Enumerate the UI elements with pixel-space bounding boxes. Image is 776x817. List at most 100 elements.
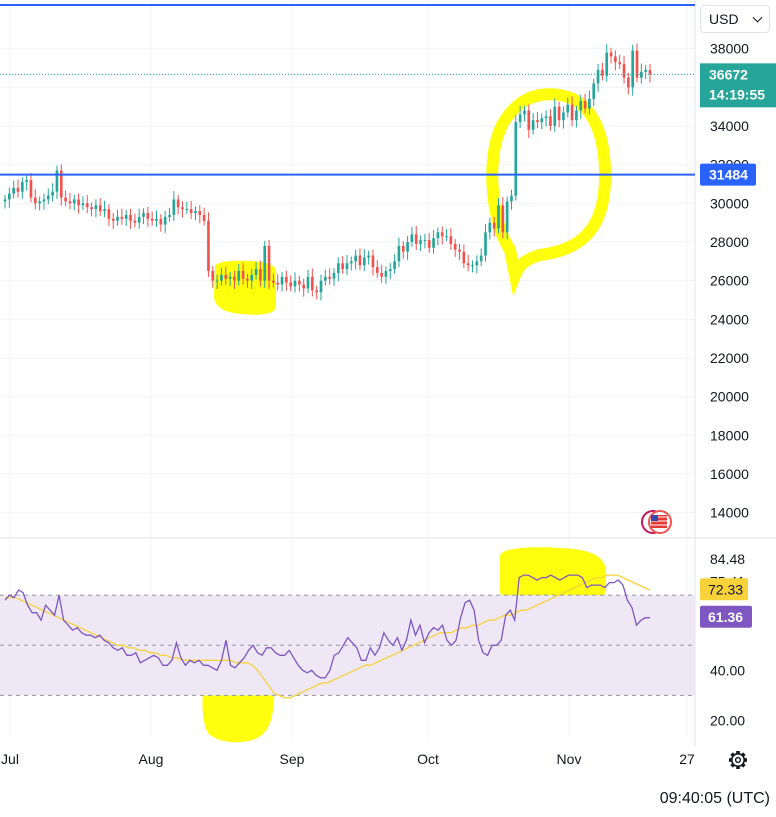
rsi-tick-label: 40.00 [710, 662, 745, 678]
status-time: 09:40:05 (UTC) [659, 790, 770, 807]
candle-body [315, 290, 319, 293]
candle-body [423, 240, 427, 242]
candle-body [540, 118, 544, 123]
candle-body [341, 263, 344, 270]
candle-body [33, 197, 37, 204]
candle-body [306, 276, 310, 289]
candle-body [462, 251, 466, 264]
rsi-ma-badge [700, 578, 748, 601]
candle-body [471, 265, 474, 267]
candle-body [583, 100, 587, 109]
level-badge [700, 163, 756, 186]
candle-body [622, 64, 626, 78]
candle-body [475, 261, 479, 266]
candle-body [479, 255, 483, 262]
candle-body [64, 197, 67, 202]
price-tick-label: 16000 [710, 466, 749, 482]
candle-body [298, 280, 301, 285]
candle-body [7, 193, 11, 200]
candle-body [276, 282, 280, 285]
candle-body [570, 104, 574, 121]
candle-body [38, 201, 41, 204]
candle-body [627, 77, 630, 88]
candle-body [644, 69, 648, 72]
candle-body [168, 214, 171, 217]
chevron-down-icon [752, 12, 763, 23]
candle-body [55, 170, 59, 192]
candle-body [640, 71, 643, 78]
level-value: 31484 [709, 167, 748, 183]
currency-label: USD [709, 11, 739, 27]
candle-body [436, 232, 440, 239]
candle-body [263, 245, 267, 281]
candle-body [224, 274, 228, 279]
time-tick-label: Sep [280, 751, 305, 767]
candle-body [575, 110, 578, 121]
rsi-tick-label: 20.00 [710, 712, 745, 728]
candle-body [631, 50, 635, 88]
currency-dropdown[interactable]: USD [700, 5, 770, 33]
candle-body [133, 220, 137, 223]
candle-body [514, 122, 518, 196]
candle-body [501, 205, 505, 233]
candle-body [531, 120, 535, 130]
candle-body [345, 263, 349, 270]
candle-body [553, 106, 557, 126]
candle-body [566, 104, 570, 113]
candle-body [596, 69, 600, 84]
candle-body [98, 205, 102, 212]
candle-body [466, 263, 470, 266]
time-tick-label: Aug [139, 751, 164, 767]
time-tick-label: Nov [557, 751, 582, 767]
candle-body [393, 261, 396, 270]
candle-body [324, 276, 327, 281]
candle-body [185, 209, 189, 211]
candle-body [518, 114, 522, 123]
candle-body [81, 203, 85, 206]
candle-body [246, 278, 249, 281]
highlight-aug [214, 260, 277, 315]
price-tick-label: 20000 [710, 389, 749, 405]
candle-body [146, 213, 150, 219]
icons[interactable] [641, 510, 747, 769]
candle-body [207, 220, 210, 271]
candle-body [523, 110, 526, 115]
candle-body [614, 56, 617, 63]
candle-body [371, 255, 375, 268]
candle-body [505, 201, 509, 233]
rsi-badge [700, 605, 752, 628]
candle-body [635, 50, 639, 78]
candle-body [77, 199, 80, 206]
rsi-tick-label: 84.48 [710, 551, 745, 567]
candle-body [354, 255, 357, 262]
candle-body [29, 180, 33, 198]
candle-body [601, 69, 604, 76]
price-tick-label: 28000 [710, 234, 749, 250]
candle-body [250, 274, 254, 281]
candle-body [46, 195, 50, 200]
candle-body [107, 209, 111, 219]
candle-body [449, 236, 453, 244]
candle-body [484, 232, 487, 256]
candle-body [137, 216, 141, 223]
candle-body [68, 201, 72, 204]
rsi-pane [0, 574, 695, 699]
price-tick-label: 24000 [710, 311, 749, 327]
candle-body [388, 269, 392, 271]
last-price-badge [700, 63, 776, 108]
candle-body [198, 211, 202, 215]
candle-body [557, 106, 561, 121]
candle-body [406, 242, 409, 252]
candle-body [414, 234, 418, 244]
candle-body [211, 271, 215, 281]
candle-body [458, 249, 461, 252]
candle-body [453, 243, 457, 250]
candle-body [293, 280, 297, 287]
us-flag-icon[interactable] [641, 510, 672, 534]
candle-body [215, 280, 219, 282]
gear-icon[interactable] [729, 751, 747, 769]
candle-body [384, 271, 388, 277]
highlight-oct [486, 88, 612, 297]
candle-body [319, 280, 323, 293]
